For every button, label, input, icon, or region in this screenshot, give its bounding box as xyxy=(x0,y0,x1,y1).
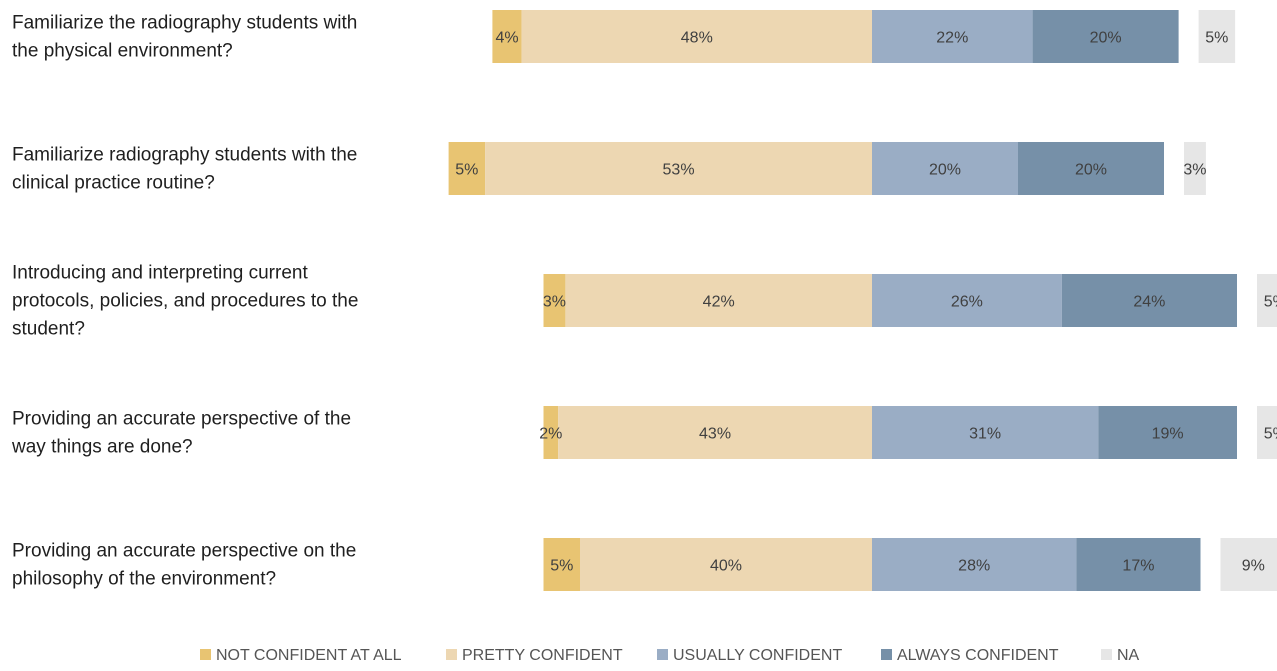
question-label: Introducing and interpreting current prot… xyxy=(12,263,358,340)
value-label-na: 5% xyxy=(1264,294,1277,311)
value-label-always-confident: 24% xyxy=(1133,294,1165,311)
question-labels: Familiarize the radiography students wit… xyxy=(11,13,358,590)
value-label-pretty-confident: 42% xyxy=(703,294,735,311)
legend-swatch xyxy=(657,649,668,660)
legend-item-pretty-confident: PRETTY CONFIDENT xyxy=(446,647,623,664)
legend-label: ALWAYS CONFIDENT xyxy=(897,647,1059,664)
question-label-line: Familiarize the radiography students wit… xyxy=(12,13,357,34)
bar-row: 2% 43% 31% 19% 5% xyxy=(539,406,1277,459)
value-label-always-confident: 20% xyxy=(1075,162,1107,179)
value-label-usually-confident: 22% xyxy=(936,30,968,47)
legend-label: NOT CONFIDENT AT ALL xyxy=(216,647,402,664)
value-label-pretty-confident: 43% xyxy=(699,426,731,443)
value-label-always-confident: 17% xyxy=(1122,558,1154,575)
value-label-na: 3% xyxy=(1183,162,1206,179)
bar-row: 5% 53% 20% 20% 3% xyxy=(449,142,1207,195)
value-label-not-confident: 5% xyxy=(455,162,478,179)
legend-label: NA xyxy=(1117,647,1140,664)
question-label-line: way things are done? xyxy=(11,437,193,458)
question-label-line: clinical practice routine? xyxy=(12,173,215,194)
question-label-line: the physical environment? xyxy=(12,41,233,62)
question-label-line: Providing an accurate perspective of the xyxy=(12,409,351,430)
value-label-pretty-confident: 40% xyxy=(710,558,742,575)
question-label-line: Introducing and interpreting current xyxy=(12,263,308,284)
question-label-line: student? xyxy=(12,319,85,340)
legend-item-always-confident: ALWAYS CONFIDENT xyxy=(881,647,1059,664)
question-label: Providing an accurate perspective of the… xyxy=(11,409,351,458)
value-label-not-confident: 2% xyxy=(539,426,562,443)
legend-label: PRETTY CONFIDENT xyxy=(462,647,623,664)
value-label-usually-confident: 26% xyxy=(951,294,983,311)
legend-swatch xyxy=(881,649,892,660)
value-label-na: 9% xyxy=(1242,558,1265,575)
question-label-line: protocols, policies, and procedures to t… xyxy=(12,291,358,312)
value-label-not-confident: 4% xyxy=(495,30,518,47)
bar-row: 5% 40% 28% 17% 9% xyxy=(544,538,1277,591)
legend-swatch xyxy=(446,649,457,660)
bar-row: 4% 48% 22% 20% 5% xyxy=(492,10,1235,63)
value-label-always-confident: 20% xyxy=(1090,30,1122,47)
bar-row: 3% 42% 26% 24% 5% xyxy=(543,274,1277,327)
value-label-always-confident: 19% xyxy=(1152,426,1184,443)
legend-swatch xyxy=(1101,649,1112,660)
bar-rows: 4%48%22%20%5%5%53%20%20%3%3%42%26%24%5%2… xyxy=(449,10,1277,591)
value-label-pretty-confident: 48% xyxy=(681,30,713,47)
question-label: Familiarize radiography students with th… xyxy=(12,145,357,194)
value-label-not-confident: 5% xyxy=(550,558,573,575)
legend: NOT CONFIDENT AT ALL PRETTY CONFIDENT USUA… xyxy=(200,647,1140,664)
value-label-pretty-confident: 53% xyxy=(663,162,695,179)
question-label-line: Familiarize radiography students with th… xyxy=(12,145,357,166)
legend-label: USUALLY CONFIDENT xyxy=(673,647,842,664)
legend-item-not-confident: NOT CONFIDENT AT ALL xyxy=(200,647,402,664)
question-label-line: Providing an accurate perspective on the xyxy=(12,541,356,562)
legend-item-usually-confident: USUALLY CONFIDENT xyxy=(657,647,842,664)
value-label-na: 5% xyxy=(1205,30,1228,47)
value-label-not-confident: 3% xyxy=(543,294,566,311)
value-label-usually-confident: 31% xyxy=(969,426,1001,443)
value-label-na: 5% xyxy=(1264,426,1277,443)
legend-item-na: NA xyxy=(1101,647,1140,664)
question-label: Familiarize the radiography students wit… xyxy=(12,13,357,62)
value-label-usually-confident: 28% xyxy=(958,558,990,575)
value-label-usually-confident: 20% xyxy=(929,162,961,179)
question-label-line: philosophy of the environment? xyxy=(12,569,276,590)
question-label: Providing an accurate perspective on the… xyxy=(12,541,356,590)
legend-swatch xyxy=(200,649,211,660)
